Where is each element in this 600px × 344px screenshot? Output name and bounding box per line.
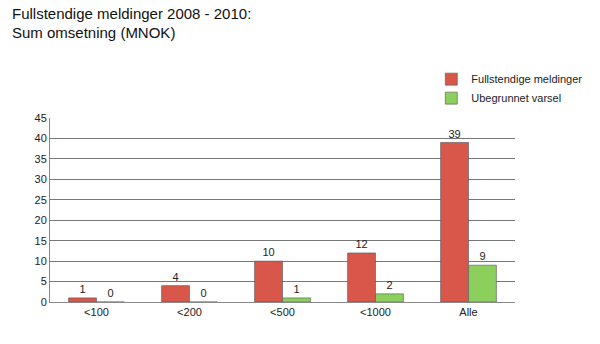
svg-text:9: 9 [479,250,485,262]
svg-text:4: 4 [172,271,178,283]
svg-text:Fullstendige meldinger 2008 -: Fullstendige meldinger 2008 - 2010:Sum o… [12,5,251,42]
svg-text:40: 40 [35,132,47,144]
svg-text:0: 0 [107,287,113,299]
svg-text:39: 39 [448,128,460,140]
svg-text:35: 35 [35,153,47,165]
svg-text:20: 20 [35,214,47,226]
svg-text:<500: <500 [270,306,295,318]
svg-text:5: 5 [41,275,47,287]
svg-text:10: 10 [262,246,274,258]
svg-text:Alle: Alle [459,306,477,318]
svg-text:<200: <200 [177,306,202,318]
svg-text:45: 45 [35,112,47,124]
svg-text:12: 12 [355,238,367,250]
svg-text:Fullstendige meldinger: Fullstendige meldinger [471,73,582,85]
svg-text:1: 1 [293,283,299,295]
svg-text:10: 10 [35,255,47,267]
svg-text:2: 2 [386,279,392,291]
svg-text:15: 15 [35,235,47,247]
svg-text:1: 1 [79,283,85,295]
svg-text:25: 25 [35,194,47,206]
svg-text:Ubegrunnet varsel: Ubegrunnet varsel [471,92,561,104]
svg-text:0: 0 [41,296,47,308]
svg-text:<1000: <1000 [360,306,391,318]
svg-text:0: 0 [200,287,206,299]
svg-text:30: 30 [35,173,47,185]
svg-text:<100: <100 [84,306,109,318]
